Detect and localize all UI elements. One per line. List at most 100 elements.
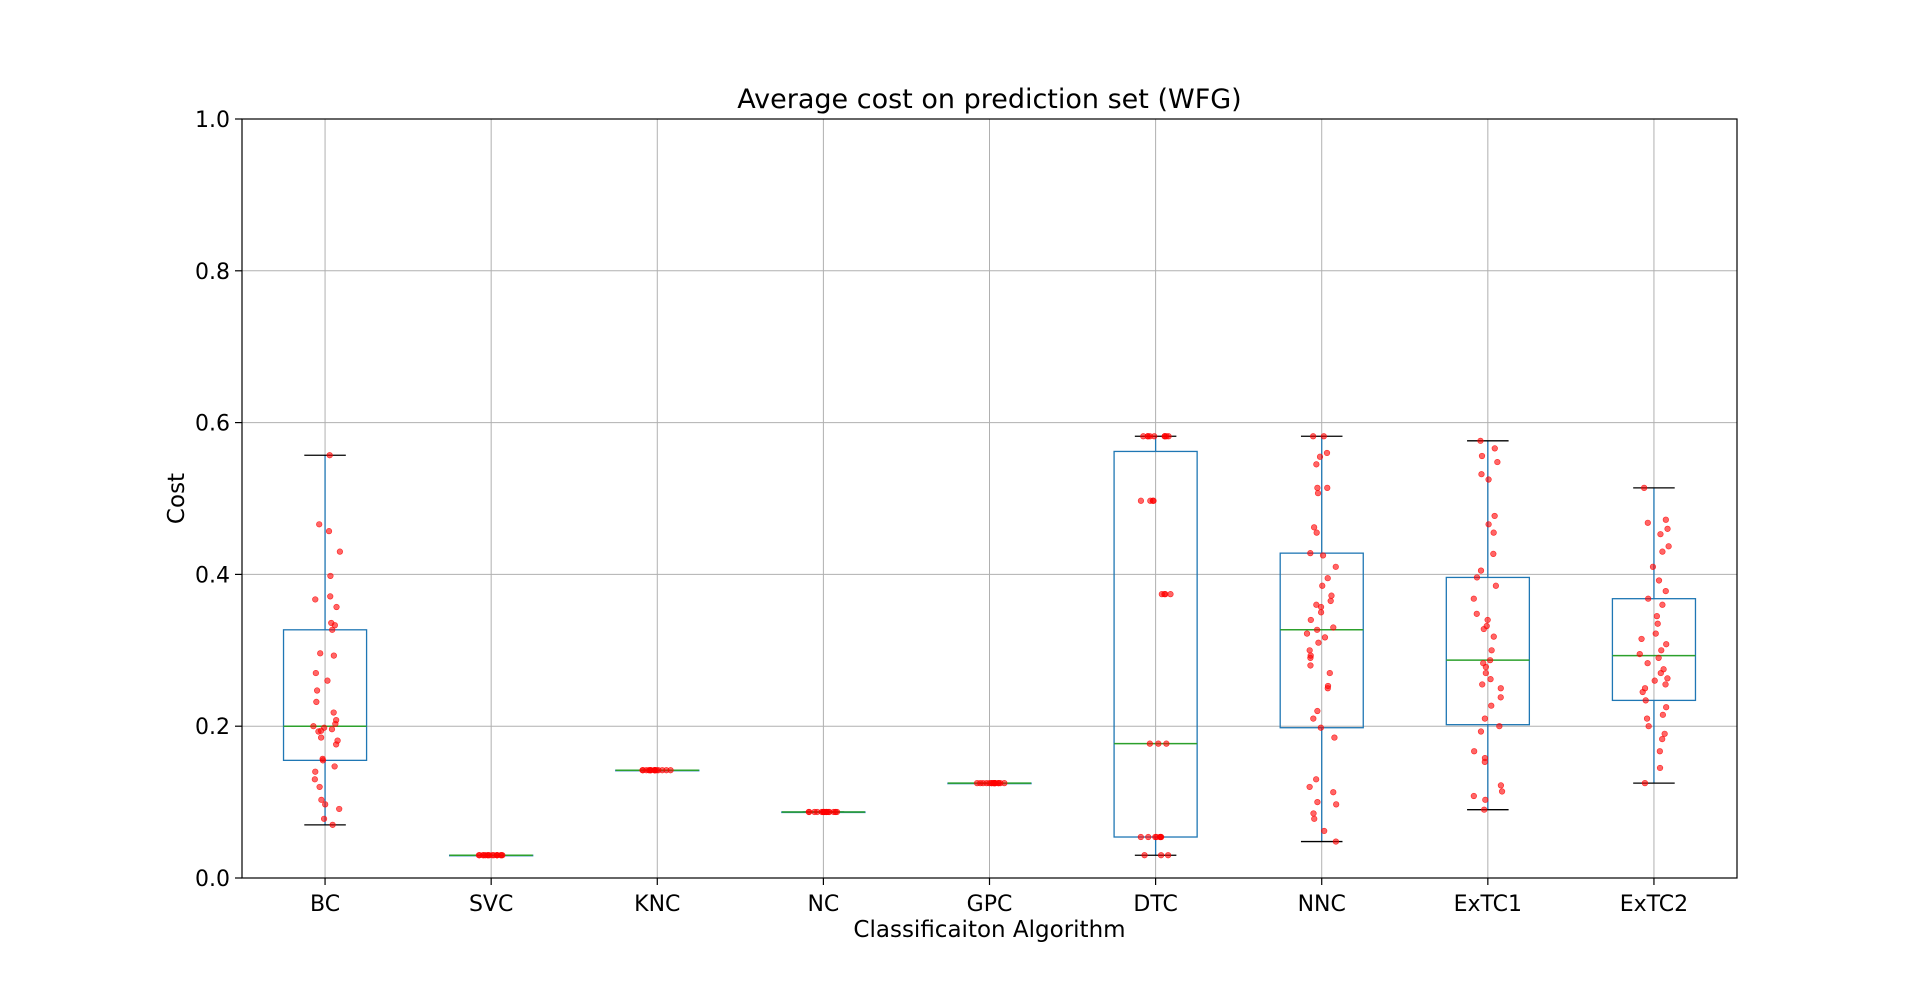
data-point — [1655, 577, 1663, 584]
data-point — [318, 796, 325, 803]
data-point — [1491, 512, 1498, 520]
data-point — [1307, 662, 1314, 669]
data-point — [1659, 711, 1666, 718]
data-point — [1496, 723, 1503, 730]
data-point — [333, 603, 340, 611]
data-point — [1470, 595, 1477, 602]
data-point — [1141, 852, 1148, 859]
data-point — [1653, 613, 1660, 620]
data-point — [1316, 453, 1324, 460]
data-point — [313, 698, 320, 706]
data-point — [332, 720, 339, 728]
data-point — [1319, 582, 1326, 589]
data-point — [805, 808, 812, 816]
data-point — [330, 652, 337, 659]
y-tick-label: 0.8 — [195, 260, 230, 285]
data-point — [1641, 780, 1649, 787]
data-point — [319, 757, 327, 764]
data-point — [1332, 563, 1339, 570]
data-point — [1306, 783, 1313, 791]
data-point — [1482, 669, 1489, 677]
data-point — [1654, 620, 1661, 627]
data-point — [1641, 484, 1648, 491]
data-point — [1636, 650, 1643, 658]
data-point — [1481, 715, 1488, 722]
data-point — [1643, 715, 1651, 722]
data-point — [1310, 810, 1317, 817]
data-point — [1161, 433, 1168, 440]
data-point — [1326, 669, 1333, 677]
data-point — [1656, 748, 1663, 755]
data-point — [1313, 461, 1320, 468]
data-point — [336, 548, 343, 555]
data-point — [1638, 635, 1645, 643]
data-point — [1330, 624, 1337, 631]
data-point — [1471, 748, 1478, 755]
data-point — [1494, 458, 1501, 466]
data-point — [1659, 548, 1666, 555]
data-point — [655, 767, 662, 774]
x-tick-label: KNC — [634, 892, 680, 917]
data-point — [310, 723, 317, 730]
data-point — [1490, 633, 1497, 640]
data-point — [322, 801, 329, 808]
data-point — [1644, 660, 1651, 667]
x-axis-label: Classificaiton Algorithm — [853, 917, 1125, 943]
data-point — [1313, 776, 1320, 783]
x-axis-ticks: BC SVC KNC NC GPC DTC NNC ExTC1 ExTC2 — [310, 878, 1688, 917]
data-point — [494, 852, 501, 859]
x-tick-label: ExTC1 — [1454, 892, 1522, 917]
data-point — [1145, 833, 1152, 841]
y-tick-label: 0.6 — [195, 412, 230, 437]
data-point — [1652, 630, 1659, 637]
data-point — [1659, 736, 1666, 743]
data-point — [329, 626, 336, 633]
data-point — [1481, 758, 1488, 765]
data-point — [330, 709, 337, 716]
data-point — [992, 780, 999, 787]
data-point — [1319, 552, 1327, 559]
data-point — [997, 780, 1004, 787]
data-point — [1317, 609, 1325, 616]
data-point — [329, 821, 336, 828]
data-point — [1323, 449, 1331, 457]
chart-title: Average cost on prediction set (WFG) — [737, 84, 1241, 115]
data-point — [1313, 529, 1320, 536]
data-point — [313, 687, 321, 694]
data-point — [1659, 601, 1666, 608]
data-point — [1161, 591, 1168, 598]
data-point — [1662, 681, 1669, 688]
data-point — [327, 593, 334, 600]
data-point — [1485, 476, 1492, 483]
data-point — [325, 528, 333, 535]
data-point — [1482, 663, 1489, 671]
data-point — [1477, 567, 1485, 574]
data-point — [1656, 764, 1664, 772]
data-point — [1488, 647, 1495, 654]
data-point — [1317, 603, 1325, 611]
data-point — [1311, 815, 1318, 822]
data-point — [1324, 685, 1331, 692]
box-extc2 — [1611, 487, 1697, 784]
data-point — [1144, 433, 1151, 440]
data-point — [1306, 647, 1313, 654]
data-point — [1478, 471, 1485, 478]
data-point — [1137, 833, 1144, 841]
x-tick-label: GPC — [967, 892, 1013, 917]
data-point — [311, 776, 318, 783]
data-point — [1478, 452, 1486, 460]
data-point — [1639, 688, 1646, 696]
data-point — [1324, 484, 1331, 491]
data-point — [1497, 782, 1505, 789]
data-point — [336, 805, 343, 813]
data-point — [1642, 697, 1649, 704]
data-point — [1657, 669, 1664, 677]
data-point — [1321, 634, 1329, 641]
data-point — [1313, 626, 1321, 633]
data-point — [1314, 707, 1321, 715]
data-point — [1497, 685, 1504, 692]
data-point — [823, 808, 830, 816]
data-point — [1649, 563, 1657, 570]
x-tick-label: SVC — [469, 892, 513, 917]
data-point — [327, 572, 334, 580]
